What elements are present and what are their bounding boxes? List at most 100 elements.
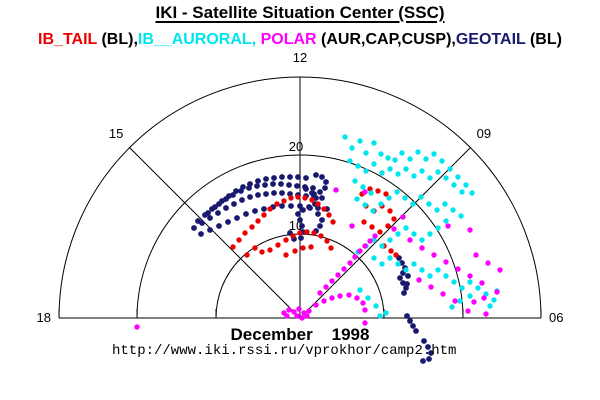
data-point-ib_tail [302, 195, 308, 201]
data-point-polar [299, 315, 305, 321]
data-point-geotail [279, 190, 285, 196]
data-point-ib_tail [385, 223, 391, 229]
data-point-ib_auroral [449, 304, 455, 310]
data-point-ib_tail [369, 224, 375, 230]
data-point-ib_auroral [392, 157, 398, 163]
data-point-polar [362, 307, 368, 313]
data-point-ib_auroral [418, 194, 424, 200]
data-point-geotail [319, 174, 325, 180]
data-point-polar [321, 298, 327, 304]
data-point-polar [341, 266, 347, 272]
data-point-geotail [216, 223, 222, 229]
data-point-geotail [313, 172, 319, 178]
data-point-ib_tail [321, 206, 327, 212]
data-point-geotail [397, 275, 403, 281]
data-point-polar [337, 293, 343, 299]
data-point-ib_auroral [443, 273, 449, 279]
data-point-ib_tail [288, 195, 294, 201]
data-point-geotail [216, 201, 222, 207]
data-point-ib_auroral [483, 291, 489, 297]
data-point-ib_auroral [387, 166, 393, 172]
data-point-geotail [309, 190, 315, 196]
data-point-ib_auroral [403, 267, 409, 273]
data-point-ib_auroral [458, 213, 464, 219]
data-point-geotail [247, 194, 253, 200]
data-point-ib_auroral [379, 261, 385, 267]
data-point-geotail [215, 210, 221, 216]
data-point-ib_tail [309, 197, 315, 203]
data-point-ib_auroral [403, 166, 409, 172]
data-point-ib_tail [292, 248, 298, 254]
data-point-polar [391, 226, 397, 232]
data-point-geotail [223, 196, 229, 202]
data-point-polar [347, 260, 353, 266]
data-point-ib_tail [244, 252, 250, 258]
data-point-ib_auroral [447, 166, 453, 172]
data-point-ib_tail [259, 249, 265, 255]
data-point-geotail [246, 185, 252, 191]
data-point-polar [479, 280, 485, 286]
data-point-geotail [209, 206, 215, 212]
data-point-polar [291, 309, 297, 315]
data-point-ib_auroral [370, 208, 376, 214]
data-point-ib_auroral [411, 173, 417, 179]
data-point-ib_tail [236, 237, 242, 243]
data-point-ib_auroral [469, 190, 475, 196]
data-point-ib_tail [383, 191, 389, 197]
data-point-geotail [286, 182, 292, 188]
data-point-ib_auroral [368, 190, 374, 196]
data-point-ib_auroral [378, 151, 384, 157]
data-point-geotail [425, 344, 431, 350]
data-point-geotail [233, 188, 239, 194]
data-point-polar [284, 313, 290, 319]
data-point-geotail [207, 215, 213, 221]
data-point-geotail [319, 217, 325, 223]
data-point-geotail [225, 219, 231, 225]
data-point-ib_auroral [435, 225, 441, 231]
legend-segment: (BL) [525, 31, 562, 48]
data-point-ib_tail [326, 212, 332, 218]
data-point-ib_auroral [443, 175, 449, 181]
data-point-ib_tail [311, 230, 317, 236]
data-point-ib_auroral [457, 298, 463, 304]
data-point-ib_auroral [347, 158, 353, 164]
data-point-geotail [198, 231, 204, 237]
data-point-polar [296, 306, 302, 312]
data-point-ib_tail [375, 188, 381, 194]
data-point-polar [455, 266, 461, 272]
data-point-ib_auroral [387, 237, 393, 243]
data-point-ib_tail [324, 238, 330, 244]
data-point-polar [362, 320, 368, 326]
hour-label: 06 [549, 310, 563, 325]
data-point-polar [313, 302, 319, 308]
legend-segment: (BL), [97, 31, 138, 48]
data-point-ib_tail [230, 244, 236, 250]
data-point-polar [428, 284, 434, 290]
data-point-ib_auroral [357, 138, 363, 144]
data-point-polar [333, 187, 339, 193]
data-point-geotail [279, 174, 285, 180]
data-point-polar [352, 254, 358, 260]
data-point-ib_auroral [487, 303, 493, 309]
series-legend: IB_TAIL (BL),IB__AURORAL, POLAR (AUR,CAP… [0, 31, 600, 49]
data-point-polar [304, 313, 310, 319]
data-point-geotail [297, 203, 303, 209]
data-point-geotail [288, 203, 294, 209]
data-point-polar [440, 291, 446, 297]
data-point-geotail [323, 179, 329, 185]
data-point-geotail [255, 192, 261, 198]
data-point-geotail [263, 176, 269, 182]
data-point-geotail [238, 188, 244, 194]
data-point-polar [134, 324, 140, 330]
data-point-ib_tail [255, 218, 261, 224]
data-point-geotail [404, 313, 410, 319]
data-point-ib_tail [393, 252, 399, 258]
data-point-ib_tail [281, 198, 287, 204]
data-point-ib_auroral [419, 168, 425, 174]
data-point-ib_auroral [427, 273, 433, 279]
data-point-ib_auroral [439, 158, 445, 164]
data-point-ib_tail [267, 247, 273, 253]
data-point-polar [346, 292, 352, 298]
data-point-ib_auroral [467, 293, 473, 299]
